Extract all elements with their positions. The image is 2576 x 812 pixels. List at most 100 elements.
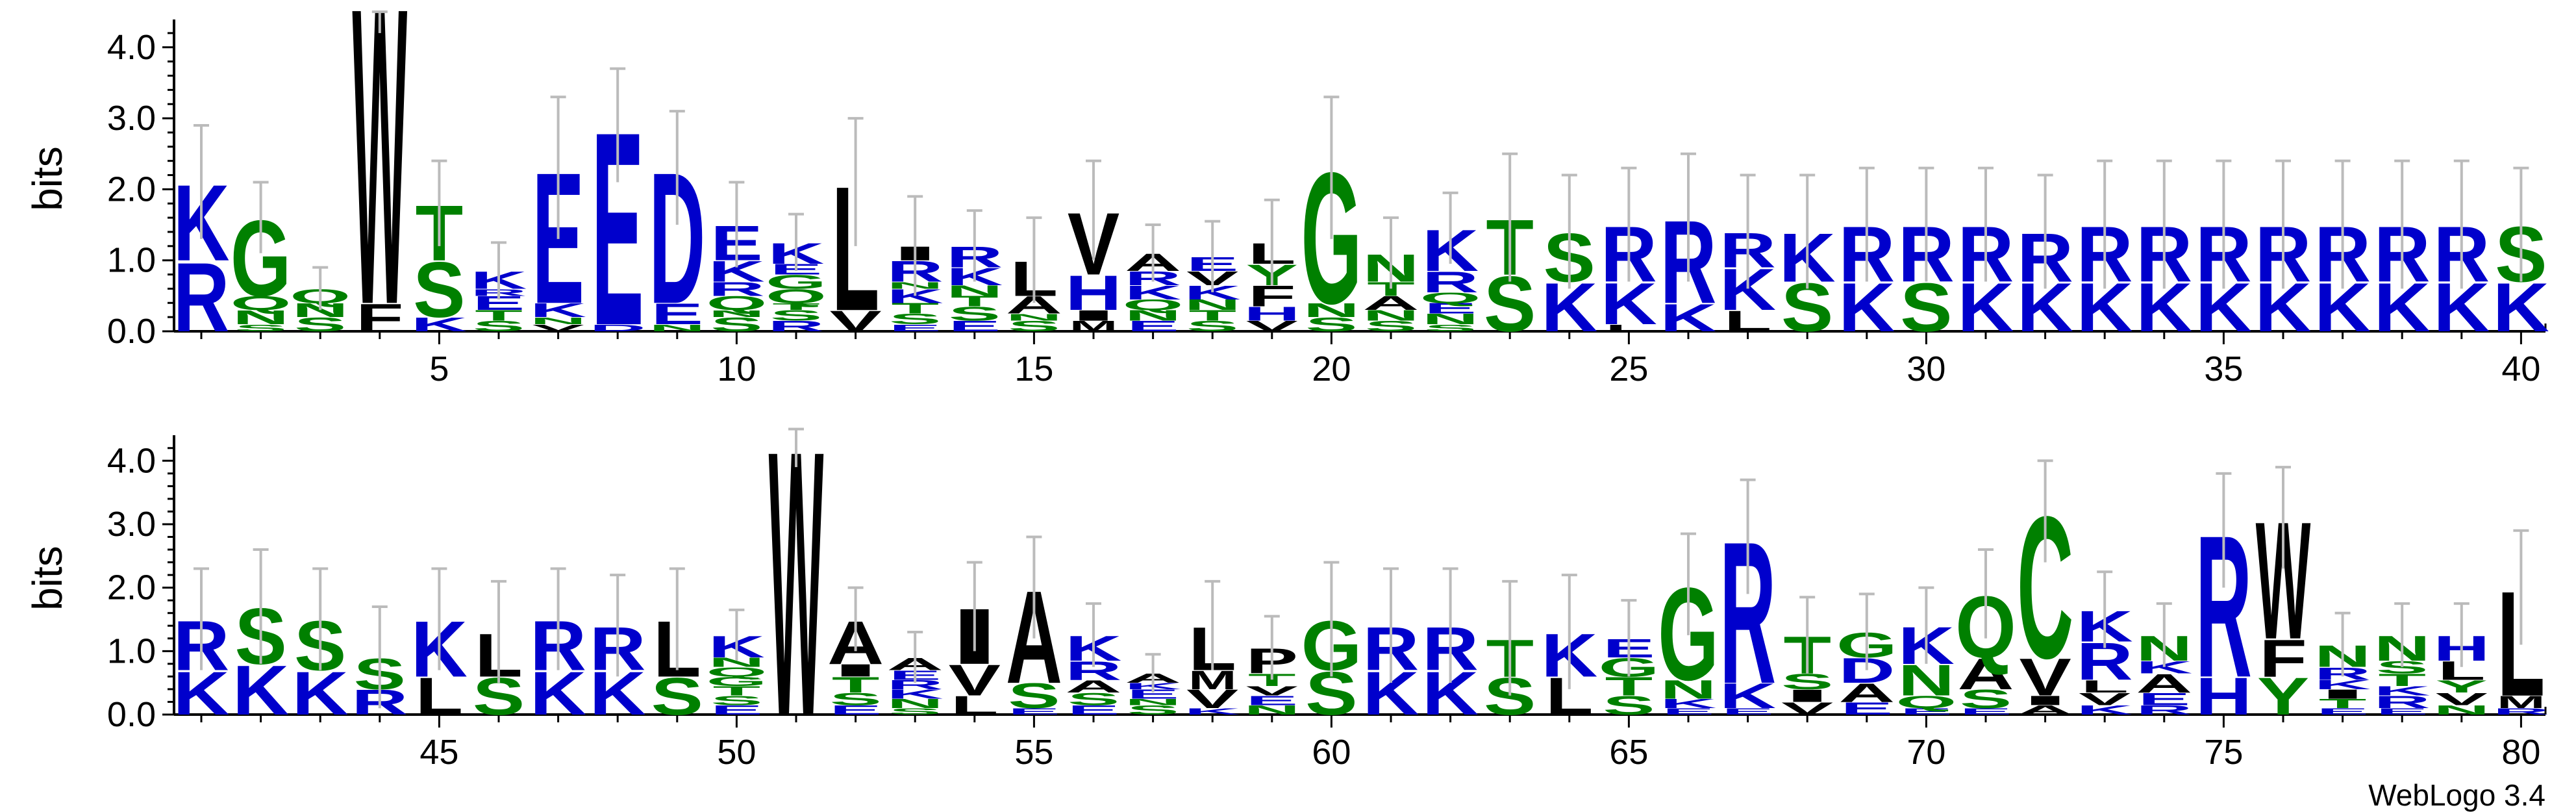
logo-letter: F — [2259, 629, 2307, 688]
logo-letter: T — [1188, 307, 1236, 324]
logo-letter: E — [1900, 707, 1952, 717]
logo-letter: K — [2077, 703, 2133, 718]
logo-letter: N — [1660, 675, 1717, 704]
x-tick-label: 65 — [1609, 733, 1648, 772]
logo-column-36: KR — [2255, 159, 2311, 346]
logo-letter: S — [651, 666, 703, 726]
x-tick-label: 70 — [1907, 733, 1945, 772]
logo-letter: Q — [766, 285, 827, 307]
x-tick-label: 75 — [2204, 733, 2243, 772]
y-axis-title: bits — [24, 546, 71, 611]
logo-letter: S — [413, 246, 465, 335]
logo-letter: S — [294, 314, 346, 336]
logo-letter: V — [949, 656, 1001, 705]
y-tick-label: 3.0 — [107, 505, 156, 544]
logo-letter: N — [708, 655, 765, 670]
logo-column-76: YFW — [2256, 466, 2310, 726]
logo-column-4: FW — [352, 0, 407, 393]
logo-letter: E — [1841, 699, 1893, 718]
logo-column-45: LK — [411, 567, 468, 726]
logo-letter: S — [770, 307, 822, 324]
logo-letter: K — [2493, 270, 2549, 347]
logo-letter: M — [1188, 665, 1237, 695]
x-tick-label: 40 — [2501, 349, 2540, 388]
logo-letter: R — [2136, 703, 2192, 718]
logo-column-6: STERK — [471, 241, 527, 335]
logo-column-63: ST — [1484, 579, 1536, 726]
logo-letter: E — [1068, 703, 1119, 718]
x-tick-label: 10 — [717, 349, 756, 388]
logo-letter: N — [1422, 311, 1479, 327]
logo-letter: V — [1781, 699, 1833, 718]
logo-letter: E — [1127, 687, 1179, 702]
logo-letter: T — [1605, 672, 1653, 701]
logo-letter: L — [416, 666, 464, 726]
logo-letter: N — [649, 322, 705, 333]
logo-column-42: KS — [232, 548, 289, 730]
logo-column-1: RK — [173, 124, 229, 353]
logo-letter: E — [1127, 318, 1179, 335]
logo-letter: V — [2079, 689, 2131, 709]
logo-letter: K — [530, 659, 586, 728]
x-tick-label: 60 — [1312, 733, 1351, 772]
logo-letter: K — [2374, 684, 2431, 699]
logo-letter: K — [887, 687, 944, 702]
logo-letter: K — [173, 659, 230, 728]
logo-letter: S — [1008, 676, 1060, 716]
logo-column-26: KR — [1660, 152, 1717, 340]
logo-letter: I — [829, 661, 883, 680]
logo-letter: E — [651, 298, 703, 331]
logo-letter: T — [832, 672, 880, 697]
logo-letter: S — [889, 311, 941, 327]
x-tick-label: 5 — [429, 349, 449, 388]
y-tick-label: 2.0 — [107, 568, 156, 607]
logo-letter: S — [473, 318, 525, 335]
logo-letter: I — [2316, 687, 2370, 702]
logo-letter: K — [1958, 270, 2014, 347]
logo-letter: K — [1184, 707, 1241, 717]
logo-letter: A — [2136, 669, 2192, 698]
logo-letter: V — [1246, 318, 1299, 335]
logo-column-43: KS — [292, 567, 349, 728]
logo-letter: M — [2497, 692, 2545, 712]
y-axis-title: bits — [24, 146, 71, 211]
logo-column-54: LVI — [947, 561, 1002, 720]
logo-letter: G — [766, 271, 827, 293]
logo-letter: A — [1363, 292, 1419, 314]
logo-letter: R — [887, 678, 944, 692]
logo-column-31: KR — [1958, 166, 2014, 347]
x-tick-label: 50 — [717, 733, 756, 772]
logo-column-13: ESTKNRI — [887, 195, 944, 333]
logo-column-53: SNKREA — [887, 631, 944, 717]
logo-column-40: KS — [2493, 166, 2549, 347]
logo-letter: R — [2493, 707, 2549, 717]
logo-letter: K — [2314, 678, 2371, 692]
logo-column-60: SG — [1301, 561, 1362, 728]
logo-letter: K — [1660, 296, 1717, 340]
logo-letter: E — [2376, 707, 2428, 717]
logo-letter: Q — [707, 665, 768, 679]
logo-letter: H — [2195, 666, 2252, 726]
logo-column-11: RSTQGEK — [766, 212, 827, 335]
logo-letter: T — [2319, 696, 2367, 711]
logo-column-3: SNQ — [290, 266, 351, 336]
logo-letter: L — [1605, 322, 1653, 333]
logo-letter: N — [1898, 656, 1955, 705]
logo-column-57: SNEKA — [1125, 653, 1181, 717]
logo-letter: R — [768, 318, 825, 335]
logo-letter: Q — [1123, 297, 1184, 313]
logo-letter: N — [1184, 297, 1241, 313]
x-tick-label: 20 — [1312, 349, 1351, 388]
x-tick-label: 45 — [419, 733, 458, 772]
